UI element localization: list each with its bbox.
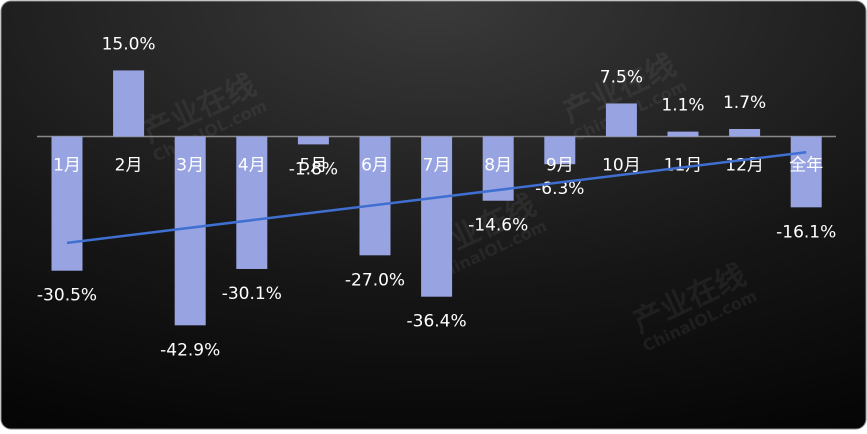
x-tick-label: 10月 [602,155,641,175]
value-label: -16.1% [776,222,836,242]
x-tick-label: 6月 [361,155,389,175]
value-label: -1.8% [289,159,338,179]
x-tick-label: 2月 [115,155,143,175]
bar [51,136,83,271]
x-tick-label: 5月 [299,155,327,175]
x-tick-label: 4月 [238,155,266,175]
bar [174,136,206,326]
bar [359,136,391,256]
bar [790,136,822,208]
trend-line [66,151,807,245]
x-tick-label: 3月 [176,155,204,175]
value-label: 1.1% [661,96,704,116]
bar [605,103,637,137]
x-tick-label: 9月 [546,155,574,175]
x-tick-label: 1月 [53,155,81,175]
bar [729,128,761,137]
value-label: -30.1% [222,284,282,304]
x-tick-label: 7月 [423,155,451,175]
value-label: -27.0% [345,270,405,290]
value-label: -36.4% [407,312,467,332]
bar [236,136,268,269]
bar [421,136,453,297]
x-tick-label: 11月 [664,155,703,175]
x-tick-label: 8月 [484,155,512,175]
bar [544,136,576,165]
value-label: 1.7% [723,93,766,113]
value-label: -14.6% [468,216,528,236]
value-label: -30.5% [37,286,97,306]
bar [297,136,329,145]
bar [667,131,699,137]
value-label: 15.0% [102,34,156,54]
bar [113,70,145,137]
x-tick-label: 全年 [789,155,823,175]
value-label: -42.9% [160,340,220,360]
value-label: 7.5% [600,67,643,87]
